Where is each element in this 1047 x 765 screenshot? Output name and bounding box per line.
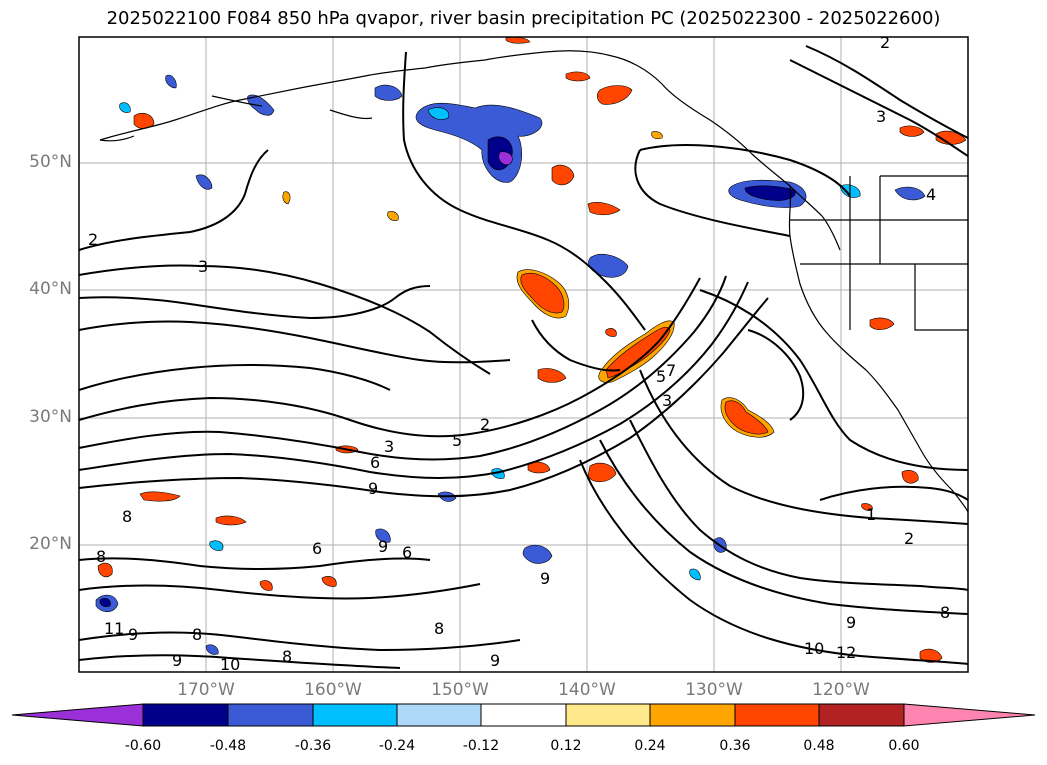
contour-label: 3 — [662, 391, 672, 410]
lat-label-40n: 40°N — [29, 279, 72, 299]
colorbar-tick-label: -0.60 — [124, 738, 162, 754]
contour-label: 3 — [384, 437, 394, 456]
contour-label: 1 — [866, 505, 876, 524]
contour-label: 9 — [490, 651, 500, 670]
contour-label: 3 — [876, 107, 886, 126]
contour-label: 9 — [846, 613, 856, 632]
colorbar-extend-max — [903, 703, 1036, 727]
contour-label: 3 — [198, 257, 208, 276]
contour-label: 2 — [480, 415, 490, 434]
colorbar-tick-label: 0.48 — [803, 738, 835, 754]
contour-label-group: 2 3 3 2 5 7 9 8 8 11 9 8 9 10 8 6 6 9 8 … — [88, 33, 950, 674]
contour-label: 11 — [104, 619, 124, 638]
colorbar-tick-label: -0.24 — [378, 738, 416, 754]
contour-label: 6 — [402, 543, 412, 562]
colorbar-tick-label: -0.36 — [294, 738, 332, 754]
lat-label-20n: 20°N — [29, 534, 72, 554]
contour-label: 12 — [836, 643, 856, 662]
contour-label: 9 — [378, 537, 388, 556]
contour-label: 8 — [434, 619, 444, 638]
contour-label: 2 — [904, 529, 914, 548]
contour-label: 9 — [172, 651, 182, 670]
contour-label: 8 — [282, 647, 292, 666]
lat-label-50n: 50°N — [29, 152, 72, 172]
contour-label: 9 — [540, 569, 550, 588]
colorbar-tick-label: -0.12 — [462, 738, 500, 754]
contour-label: 2 — [880, 33, 890, 52]
lon-label-140w: 140°W — [558, 680, 616, 700]
contour-label: 10 — [804, 639, 824, 658]
lon-label-170w: 170°W — [177, 680, 235, 700]
lon-label-160w: 160°W — [304, 680, 362, 700]
land-outlines — [99, 50, 969, 513]
contour-label: 9 — [368, 479, 378, 498]
contour-label: 9 — [128, 625, 138, 644]
ar-core-contour — [78, 277, 701, 438]
lon-label-130w: 130°W — [685, 680, 743, 700]
contour-label: 2 — [88, 230, 98, 249]
contour-label: 5 — [656, 367, 666, 386]
lat-label-30n: 30°N — [29, 407, 72, 427]
contour-label: 8 — [192, 625, 202, 644]
map-title: 2025022100 F084 850 hPa qvapor, river ba… — [106, 8, 941, 29]
colorbar-tick-label: 0.24 — [634, 738, 666, 754]
contour-label: 5 — [452, 431, 462, 450]
contour-label: 8 — [96, 547, 106, 566]
negative-pc-patches — [95, 74, 926, 655]
graticule — [79, 37, 968, 672]
alaska-coast — [99, 50, 791, 187]
contour-label: 8 — [940, 603, 950, 622]
colorbar-tick-label: 0.12 — [550, 738, 582, 754]
north-america-west-coast — [788, 185, 969, 513]
map-frame — [78, 36, 969, 673]
qvapor-contours — [78, 45, 969, 669]
colorbar-tick-label: 0.60 — [888, 738, 920, 754]
colorbar-extend-min — [11, 703, 144, 727]
positive-pc-patches — [97, 36, 967, 663]
colorbar-tick-label: -0.48 — [209, 738, 247, 754]
contour-label: 6 — [312, 539, 322, 558]
lon-label-150w: 150°W — [431, 680, 489, 700]
contour-label: 4 — [926, 185, 936, 204]
lon-label-120w: 120°W — [812, 680, 870, 700]
contour-label: 8 — [122, 507, 132, 526]
contour-label: 7 — [666, 361, 676, 380]
colorbar-tick-label: 0.36 — [719, 738, 751, 754]
contour-label: 6 — [370, 453, 380, 472]
colorbar — [11, 703, 1036, 727]
contour-label: 10 — [220, 655, 240, 674]
